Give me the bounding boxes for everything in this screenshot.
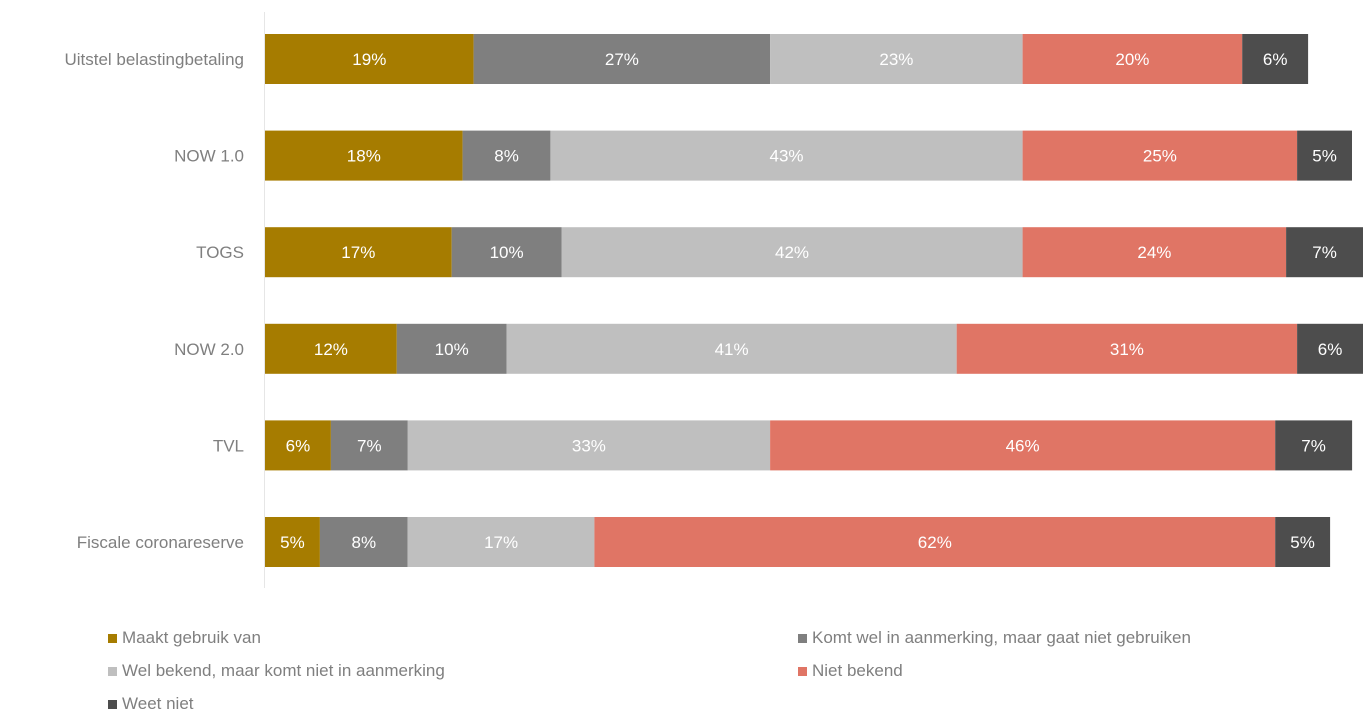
category-label: Fiscale coronareserve xyxy=(77,533,244,552)
bar-segment xyxy=(265,420,331,471)
data-label: 6% xyxy=(1263,50,1288,69)
bar-segment xyxy=(1286,227,1363,278)
data-label: 5% xyxy=(1290,533,1315,552)
category-label: NOW 2.0 xyxy=(174,340,244,359)
legend-label: Komt wel in aanmerking, maar gaat niet g… xyxy=(812,628,1191,647)
data-label: 42% xyxy=(775,243,809,262)
legend-item: Niet bekend xyxy=(798,661,903,681)
bar-segment xyxy=(462,130,551,181)
legend-label: Weet niet xyxy=(122,694,194,713)
data-label: 5% xyxy=(1312,147,1337,166)
legend-label: Niet bekend xyxy=(812,661,903,680)
bar-segment xyxy=(1022,34,1243,84)
data-label: 17% xyxy=(484,533,518,552)
bar-segment xyxy=(1297,130,1352,181)
bar-segment xyxy=(506,323,957,374)
category-label: TVL xyxy=(213,436,244,455)
data-label: 25% xyxy=(1143,147,1177,166)
bar-segment xyxy=(550,130,1023,181)
legend-swatch xyxy=(108,666,117,676)
bar-segment xyxy=(1022,227,1287,278)
category-label: TOGS xyxy=(196,243,244,262)
data-label: 7% xyxy=(1312,243,1337,262)
data-label: 31% xyxy=(1110,340,1144,359)
data-label: 33% xyxy=(572,436,606,455)
data-label: 10% xyxy=(490,243,524,262)
legend: Maakt gebruik van Komt wel in aanmerking,… xyxy=(108,624,1348,714)
data-label: 7% xyxy=(357,436,382,455)
bar-segment xyxy=(396,323,507,374)
data-label: 62% xyxy=(918,533,952,552)
bar-segment xyxy=(594,517,1276,567)
data-label: 7% xyxy=(1301,436,1326,455)
category-label: NOW 1.0 xyxy=(174,147,244,166)
legend-item: Maakt gebruik van xyxy=(108,628,261,648)
data-label: 46% xyxy=(1006,436,1040,455)
data-label: 41% xyxy=(715,340,749,359)
bar-segment xyxy=(770,420,1276,471)
data-label: 6% xyxy=(1318,340,1343,359)
legend-swatch xyxy=(108,633,117,643)
data-label: 19% xyxy=(352,50,386,69)
bar-segment xyxy=(956,323,1298,374)
category-labels: Uitstel belastingbetaling NOW 1.0 TOGS NOW … xyxy=(64,50,244,552)
bar-segments xyxy=(265,34,1363,567)
legend-label: Wel bekend, maar komt niet in aanmerking xyxy=(122,661,445,680)
category-label: Uitstel belastingbetaling xyxy=(64,50,244,69)
bar-segment xyxy=(265,323,397,374)
legend-swatch xyxy=(798,633,807,643)
bar-segment xyxy=(561,227,1023,278)
bar-segment xyxy=(451,227,562,278)
bar-segment xyxy=(473,34,771,84)
bar-segment xyxy=(265,227,452,278)
bar-segment xyxy=(319,517,408,567)
data-label: 8% xyxy=(494,147,519,166)
data-label: 18% xyxy=(347,147,381,166)
legend-swatch xyxy=(798,666,807,676)
bar-segment xyxy=(330,420,408,471)
data-label: 6% xyxy=(286,436,311,455)
bar-segment xyxy=(1022,130,1298,181)
legend-swatch xyxy=(108,699,117,709)
data-label: 17% xyxy=(341,243,375,262)
data-label: 23% xyxy=(879,50,913,69)
bar-segment xyxy=(1275,517,1331,567)
data-label: 8% xyxy=(352,533,377,552)
bar-segment xyxy=(1297,323,1363,374)
data-labels: 19% 27% 23% 20% 6% 18% 8% 43% 25% 5% 17% 10% 42% 24% 7… xyxy=(280,50,1342,552)
legend-label: Maakt gebruik van xyxy=(122,628,261,647)
bar-segment xyxy=(407,420,770,471)
legend-item: Weet niet xyxy=(108,694,194,714)
data-label: 24% xyxy=(1137,243,1171,262)
data-label: 27% xyxy=(605,50,639,69)
bar-segment xyxy=(407,517,595,567)
bar-segment xyxy=(265,130,463,181)
data-label: 5% xyxy=(280,533,305,552)
bar-segment xyxy=(265,34,474,84)
legend-item: Komt wel in aanmerking, maar gaat niet g… xyxy=(798,628,1191,648)
bar-segment xyxy=(770,34,1023,84)
data-label: 43% xyxy=(769,147,803,166)
bar-segment xyxy=(265,517,320,567)
bar-segment xyxy=(1242,34,1309,84)
data-label: 20% xyxy=(1115,50,1149,69)
legend-item: Wel bekend, maar komt niet in aanmerking xyxy=(108,661,445,681)
stacked-bar-chart: Uitstel belastingbetaling NOW 1.0 TOGS NOW … xyxy=(64,12,1363,588)
bar-segment xyxy=(1275,420,1353,471)
data-label: 10% xyxy=(435,340,469,359)
data-label: 12% xyxy=(314,340,348,359)
